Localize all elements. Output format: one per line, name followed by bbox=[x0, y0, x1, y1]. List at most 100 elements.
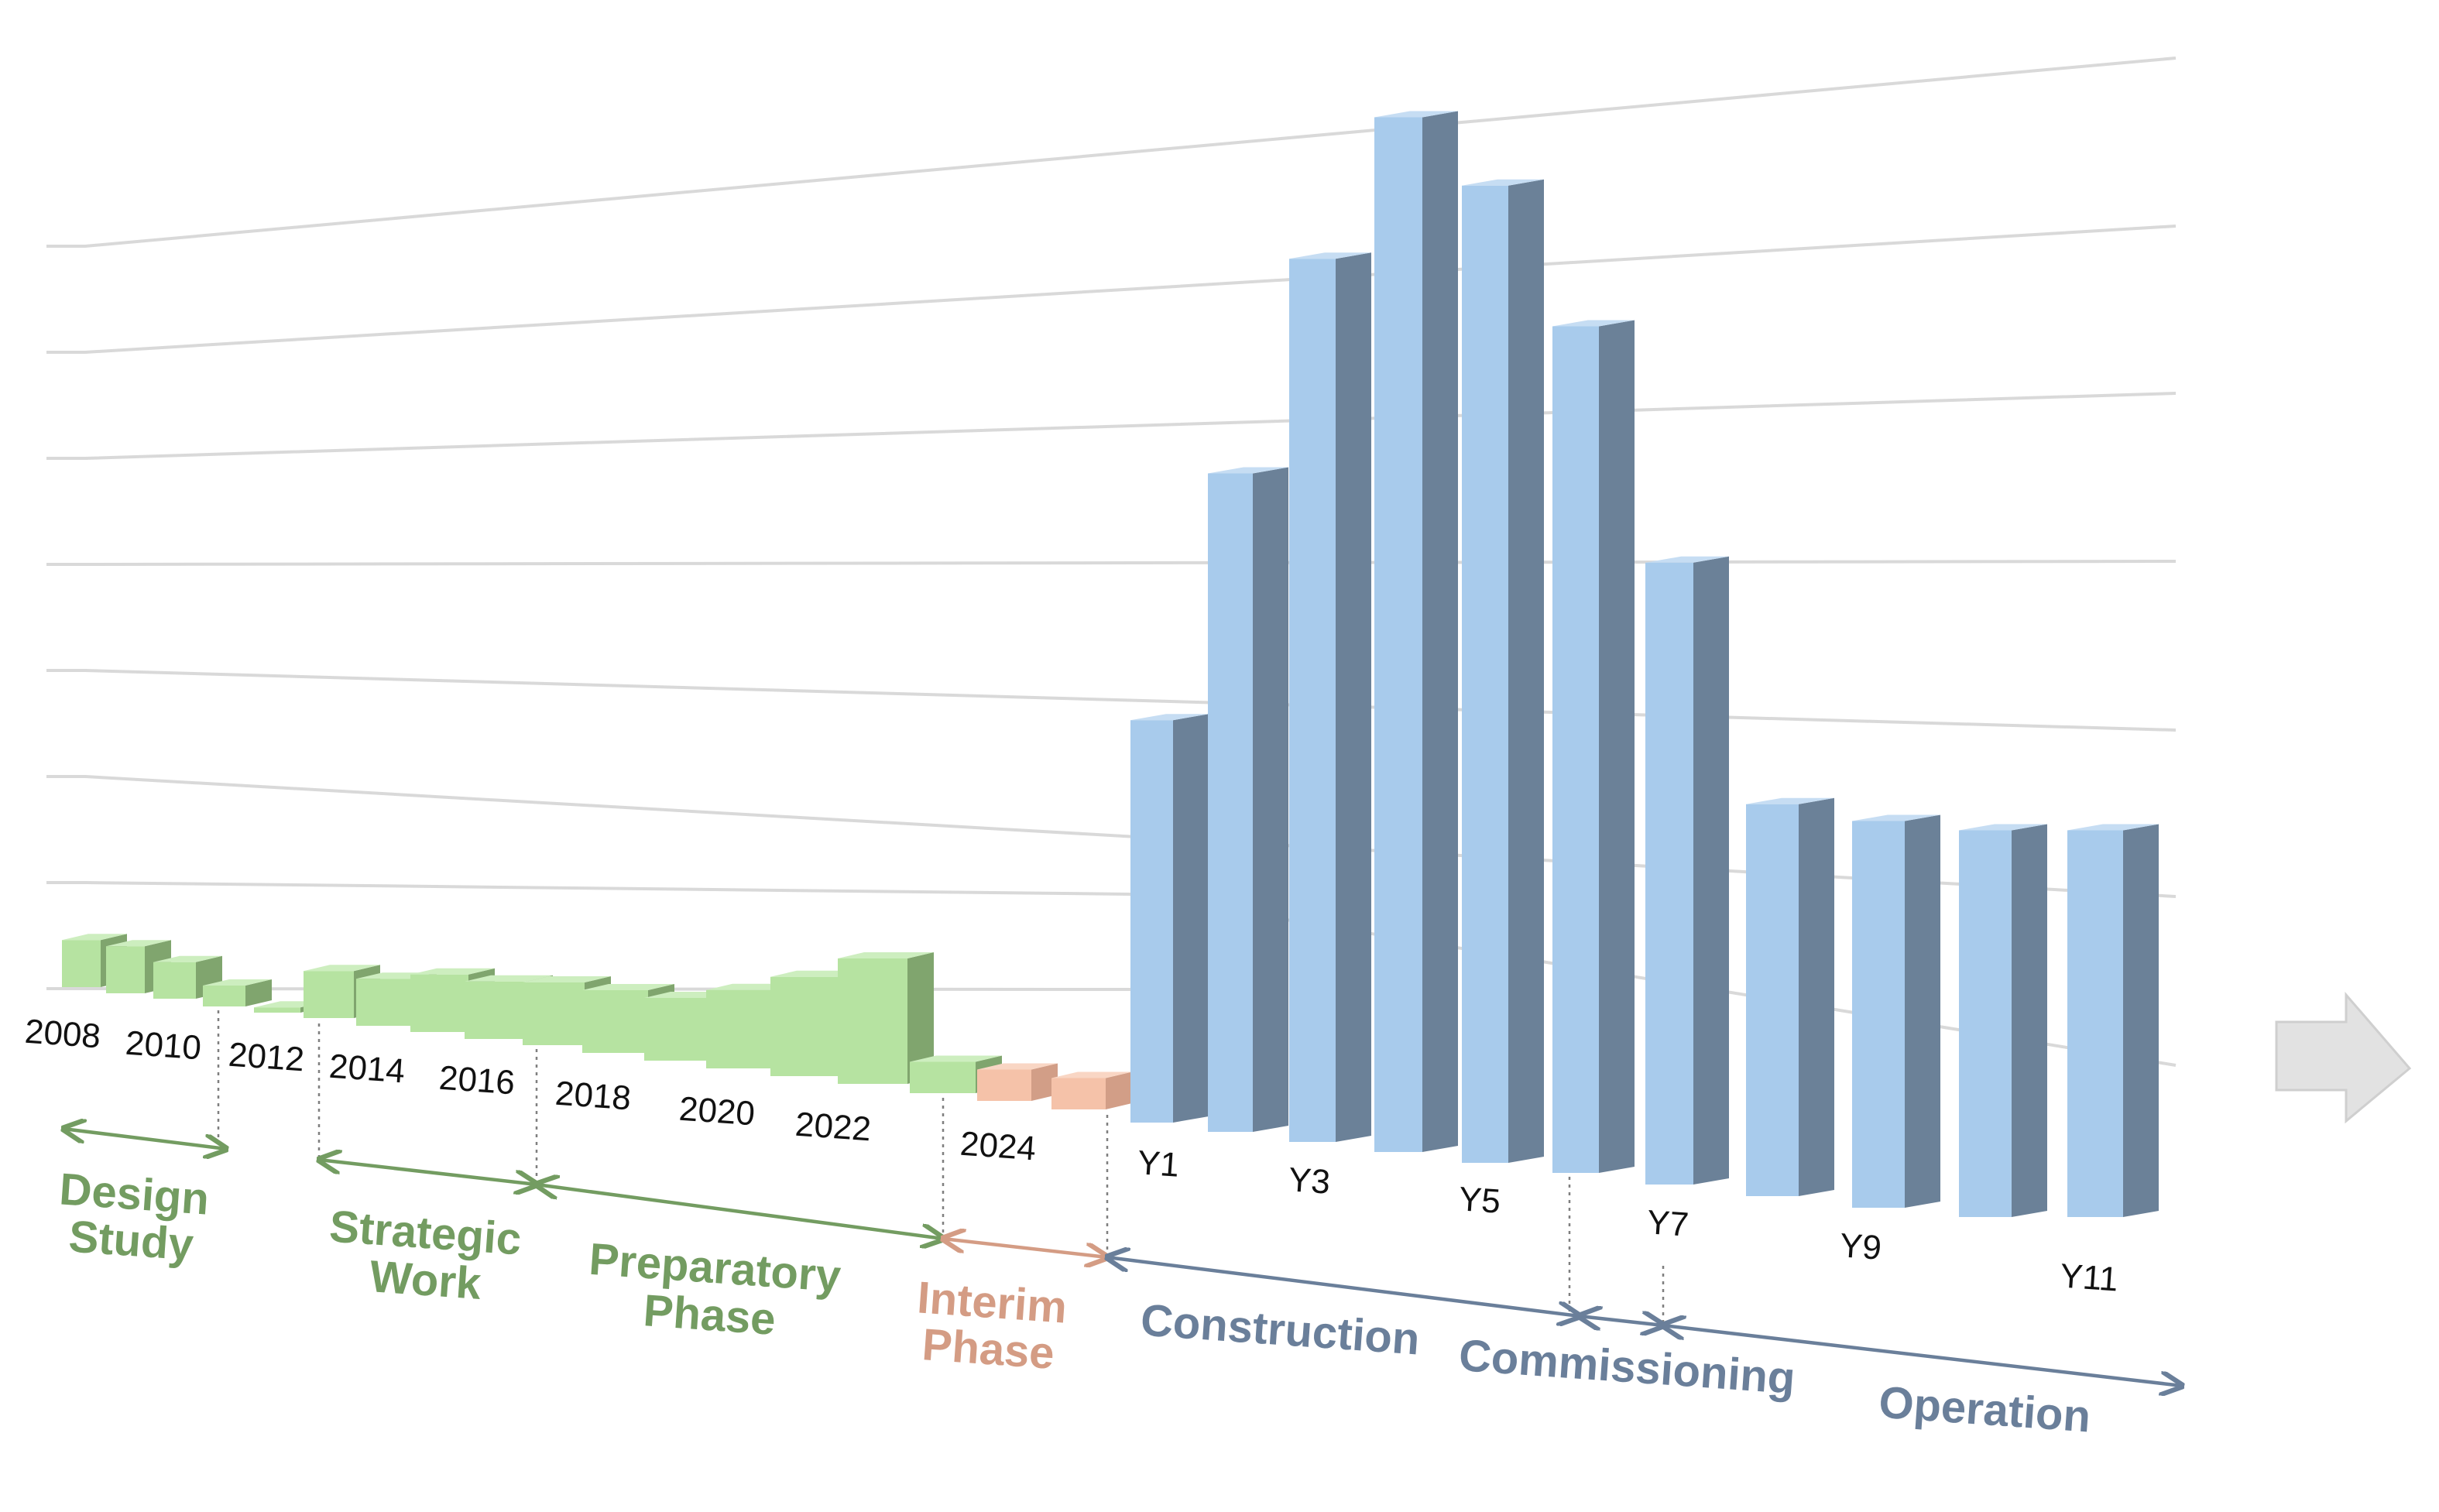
phase-arrow bbox=[943, 1239, 1107, 1257]
bar-top bbox=[1051, 1071, 1132, 1078]
bar-front bbox=[153, 962, 196, 999]
phase-label: Phase bbox=[642, 1285, 777, 1345]
bar-front bbox=[1852, 821, 1905, 1208]
gridline bbox=[46, 57, 2177, 248]
tick-label: 2018 bbox=[554, 1075, 632, 1118]
bar-front bbox=[1289, 259, 1336, 1142]
bar-top bbox=[153, 955, 222, 962]
next-arrow-icon bbox=[2275, 991, 2412, 1124]
bar-front bbox=[62, 940, 101, 987]
bar-front bbox=[1746, 804, 1799, 1196]
phase-arrow bbox=[537, 1185, 943, 1239]
bar-top bbox=[1959, 824, 2047, 831]
bar-front bbox=[1208, 473, 1253, 1132]
bar-front bbox=[1645, 562, 1693, 1185]
bar bbox=[203, 979, 272, 1006]
bar bbox=[1852, 814, 1940, 1208]
bar bbox=[1462, 179, 1544, 1163]
bar-side bbox=[245, 979, 272, 1006]
bar-front bbox=[1462, 185, 1508, 1163]
bar-side bbox=[1336, 252, 1371, 1142]
bar-top bbox=[1208, 467, 1288, 474]
bar-top bbox=[1462, 179, 1544, 186]
phase-label: Phase bbox=[921, 1319, 1056, 1379]
phase-label: Design bbox=[58, 1164, 211, 1224]
tick-label: Y1 bbox=[1136, 1143, 1180, 1185]
phase-label: Study bbox=[67, 1212, 195, 1270]
bar-top bbox=[1374, 111, 1458, 118]
tick-label: 2020 bbox=[678, 1090, 756, 1133]
bar-front bbox=[838, 958, 907, 1084]
bar bbox=[1645, 556, 1729, 1185]
tick-label: 2008 bbox=[23, 1013, 101, 1056]
bar-front bbox=[706, 989, 776, 1068]
gridline bbox=[46, 392, 2177, 460]
bar bbox=[1552, 320, 1635, 1173]
bar-front bbox=[644, 998, 710, 1061]
bar bbox=[977, 1063, 1058, 1101]
gridline bbox=[46, 560, 2177, 566]
bar-front bbox=[1959, 830, 2012, 1217]
bar bbox=[1959, 824, 2047, 1217]
bar-front bbox=[1374, 117, 1422, 1152]
icons bbox=[2275, 991, 2412, 1124]
bar bbox=[1051, 1071, 1132, 1109]
bar-top bbox=[1852, 814, 1940, 821]
tick-label: Y3 bbox=[1287, 1161, 1331, 1202]
bar-front bbox=[203, 986, 245, 1006]
bar-top bbox=[1645, 556, 1729, 563]
bar bbox=[1130, 714, 1209, 1123]
bars bbox=[62, 111, 2159, 1217]
tick-label: Y7 bbox=[1645, 1203, 1689, 1244]
phase-label: Construction bbox=[1139, 1295, 1422, 1365]
bar-top bbox=[62, 934, 127, 941]
bar-front bbox=[465, 981, 527, 1039]
bar-front bbox=[523, 982, 585, 1045]
phase-arrow bbox=[1580, 1316, 1663, 1325]
bar-side bbox=[1031, 1063, 1058, 1101]
bar-top bbox=[1746, 797, 1834, 804]
bar bbox=[1289, 252, 1371, 1142]
bar-side bbox=[1253, 467, 1288, 1132]
bar bbox=[153, 955, 222, 999]
bar-side bbox=[1422, 111, 1458, 1152]
bar-top bbox=[1552, 320, 1635, 327]
tick-label: Y5 bbox=[1457, 1180, 1501, 1221]
bar-top bbox=[410, 968, 495, 975]
tick-label: 2024 bbox=[959, 1125, 1037, 1168]
bar-side bbox=[1905, 814, 1940, 1208]
phase-label: Commissioning bbox=[1457, 1330, 1797, 1404]
bar-front bbox=[254, 1007, 300, 1013]
bar-top bbox=[910, 1055, 1002, 1062]
tick-label: 2010 bbox=[124, 1024, 202, 1068]
bar-top bbox=[1130, 714, 1209, 721]
bar bbox=[838, 952, 934, 1084]
bar-front bbox=[1130, 720, 1173, 1123]
bar bbox=[1374, 111, 1458, 1152]
tick-labels: 2008 2010 2012 2014 2016 2018 2020 2022 2024 Y1 Y3… bbox=[23, 1013, 2119, 1299]
bar-side bbox=[1106, 1071, 1132, 1109]
bar-top bbox=[838, 952, 934, 958]
phase-arrow bbox=[1663, 1325, 2182, 1386]
bar-front bbox=[304, 971, 354, 1018]
gridline bbox=[46, 669, 2177, 732]
bar-side bbox=[1693, 556, 1729, 1185]
bar bbox=[2067, 824, 2159, 1217]
bar-top bbox=[465, 975, 553, 982]
bar-front bbox=[770, 976, 844, 1076]
bar-top bbox=[304, 965, 380, 972]
gridline bbox=[46, 225, 2177, 354]
tick-label: 2016 bbox=[437, 1059, 516, 1102]
phase-arrow bbox=[63, 1129, 226, 1149]
bar-side bbox=[1799, 797, 1834, 1196]
bar-top bbox=[203, 979, 272, 986]
bar-side bbox=[1173, 714, 1209, 1123]
bar-front bbox=[1552, 326, 1599, 1173]
phase-arrow bbox=[319, 1160, 537, 1185]
bar-top bbox=[523, 976, 611, 982]
bar bbox=[910, 1055, 1002, 1093]
tick-label: 2012 bbox=[227, 1036, 305, 1079]
